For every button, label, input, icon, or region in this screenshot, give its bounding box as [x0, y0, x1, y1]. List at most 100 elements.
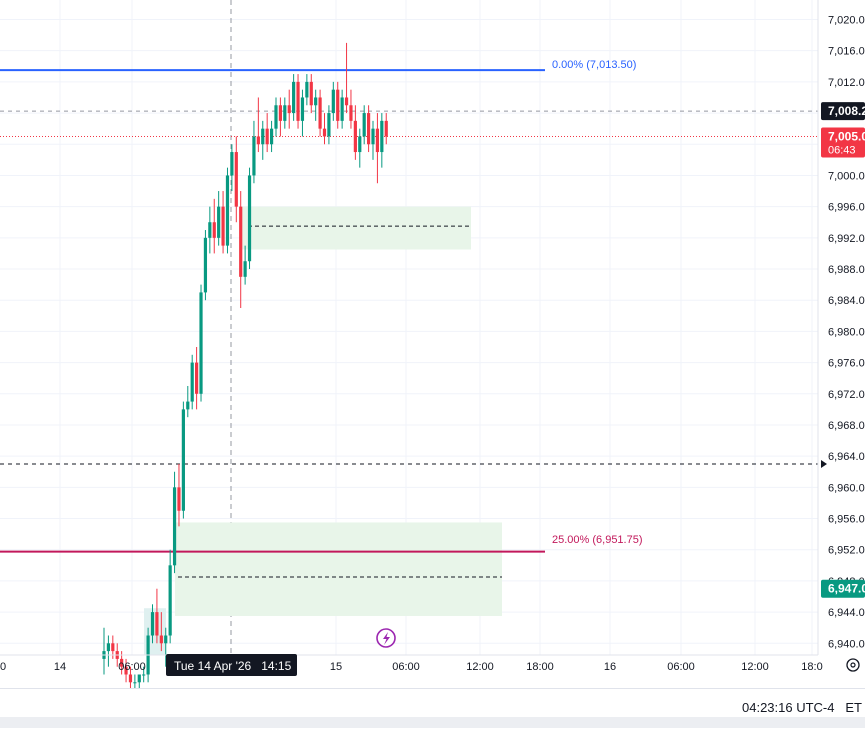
clock-readout[interactable]: 04:23:16 UTC-4 ET: [742, 700, 862, 715]
time-tick-label: 06:00: [118, 661, 146, 673]
candle-body: [199, 292, 203, 394]
candle: [358, 128, 362, 168]
time-tick-label: 0: [0, 661, 6, 673]
candle-body: [234, 152, 238, 207]
zone-box[interactable]: [241, 206, 471, 250]
candle: [371, 120, 375, 160]
candle: [322, 113, 327, 145]
candle-body: [203, 237, 208, 293]
candle-body: [362, 113, 366, 137]
candle: [208, 206, 212, 254]
price-tick-label: 6,960.0: [828, 482, 865, 494]
crosshair-time-label: Tue 14 Apr '26 14:15: [174, 659, 292, 673]
candle-body: [353, 120, 357, 153]
candle: [221, 191, 225, 254]
candle: [380, 113, 384, 168]
level-price-badge: [821, 579, 865, 598]
candle-body: [375, 128, 380, 153]
candle-body: [137, 674, 141, 683]
candle-body: [331, 89, 335, 114]
candle-body: [269, 128, 274, 145]
reference-lines: [0, 69, 818, 553]
candle-body: [327, 113, 331, 137]
candle: [296, 74, 300, 129]
candle: [318, 89, 322, 137]
candle-body: [344, 97, 349, 106]
candle: [190, 354, 194, 410]
candle-body: [256, 136, 260, 145]
candle: [340, 89, 344, 129]
price-tick-label: 6,984.0: [828, 295, 865, 307]
candle-body: [380, 120, 384, 153]
candle: [225, 167, 230, 254]
time-tick-label: 12:00: [741, 661, 769, 673]
candle-body: [181, 409, 185, 511]
candle: [172, 471, 177, 574]
candle-body: [261, 128, 265, 145]
prev-price-badge-text: 7,008.2: [828, 104, 865, 118]
price-tick-label: 7,012.0: [828, 77, 865, 89]
candle-body: [124, 666, 128, 675]
zones: [144, 206, 502, 655]
price-tick-label: 6,980.0: [828, 326, 865, 338]
candle-body: [225, 175, 230, 246]
candle: [199, 284, 203, 402]
candle-body: [159, 635, 163, 644]
overlay: 0.00% (7,013.50) 25.00% (6,951.75): [552, 59, 643, 546]
candle: [375, 113, 380, 184]
candle-body: [278, 105, 282, 121]
lightning-icon[interactable]: [376, 628, 396, 648]
time-tick-label: 16: [604, 661, 616, 673]
settings-icon[interactable]: [846, 658, 860, 672]
price-axis[interactable]: 7,020.0 7,016.0 7,012.0 7,008.2 7,005.0 7,000…: [817, 0, 865, 655]
candle: [269, 120, 274, 153]
candle-body: [212, 222, 216, 238]
price-tick-label: 6,968.0: [828, 420, 865, 432]
candle: [327, 105, 331, 145]
candle-body: [292, 81, 296, 114]
candle-body: [172, 487, 177, 566]
candle: [177, 463, 181, 527]
price-tick-label: 6,976.0: [828, 358, 865, 370]
price-chart[interactable]: 0.00% (7,013.50) 25.00% (6,951.75) 7,020…: [0, 0, 865, 688]
candle: [384, 113, 388, 145]
candle-body: [190, 362, 194, 402]
candle-body: [322, 128, 327, 137]
crosshair-label-group: Tue 14 Apr '26 14:15: [166, 654, 297, 676]
candle: [124, 658, 128, 683]
candle: [344, 42, 349, 114]
candle-body: [217, 206, 221, 238]
candle-body: [243, 261, 247, 277]
candle-body: [142, 674, 146, 676]
candle: [164, 627, 168, 667]
candle-body: [367, 113, 371, 145]
candle: [247, 167, 252, 270]
candle: [217, 191, 221, 246]
time-tick-label: 18:00: [526, 661, 554, 673]
candle: [239, 191, 243, 309]
candle: [353, 105, 357, 160]
candle: [309, 74, 313, 114]
last-price-badge-countdown: 06:43: [828, 144, 856, 156]
time-axis[interactable]: 0 14 06:00 15 06:00 12:00 18:00 16 06:00 12:00 18:…: [0, 654, 823, 673]
candle-body: [300, 97, 305, 121]
candle: [349, 89, 353, 129]
candle: [137, 674, 141, 688]
candle: [305, 74, 309, 106]
price-tick-label: 6,956.0: [828, 514, 865, 526]
candle: [292, 74, 296, 121]
candle: [212, 198, 216, 254]
candle: [274, 97, 278, 137]
candle-body: [349, 105, 353, 121]
price-tick-label: 7,000.0: [828, 170, 865, 182]
candle: [168, 549, 172, 644]
candle-body: [208, 222, 212, 238]
candle-body: [150, 612, 155, 636]
candle-body: [164, 635, 168, 644]
level-price-badge-text: 6,947.0: [828, 582, 865, 596]
candle: [230, 144, 234, 192]
zone-box[interactable]: [175, 522, 502, 617]
time-tick-label: 15: [330, 661, 342, 673]
candle: [256, 97, 260, 153]
candle-body: [128, 674, 133, 683]
